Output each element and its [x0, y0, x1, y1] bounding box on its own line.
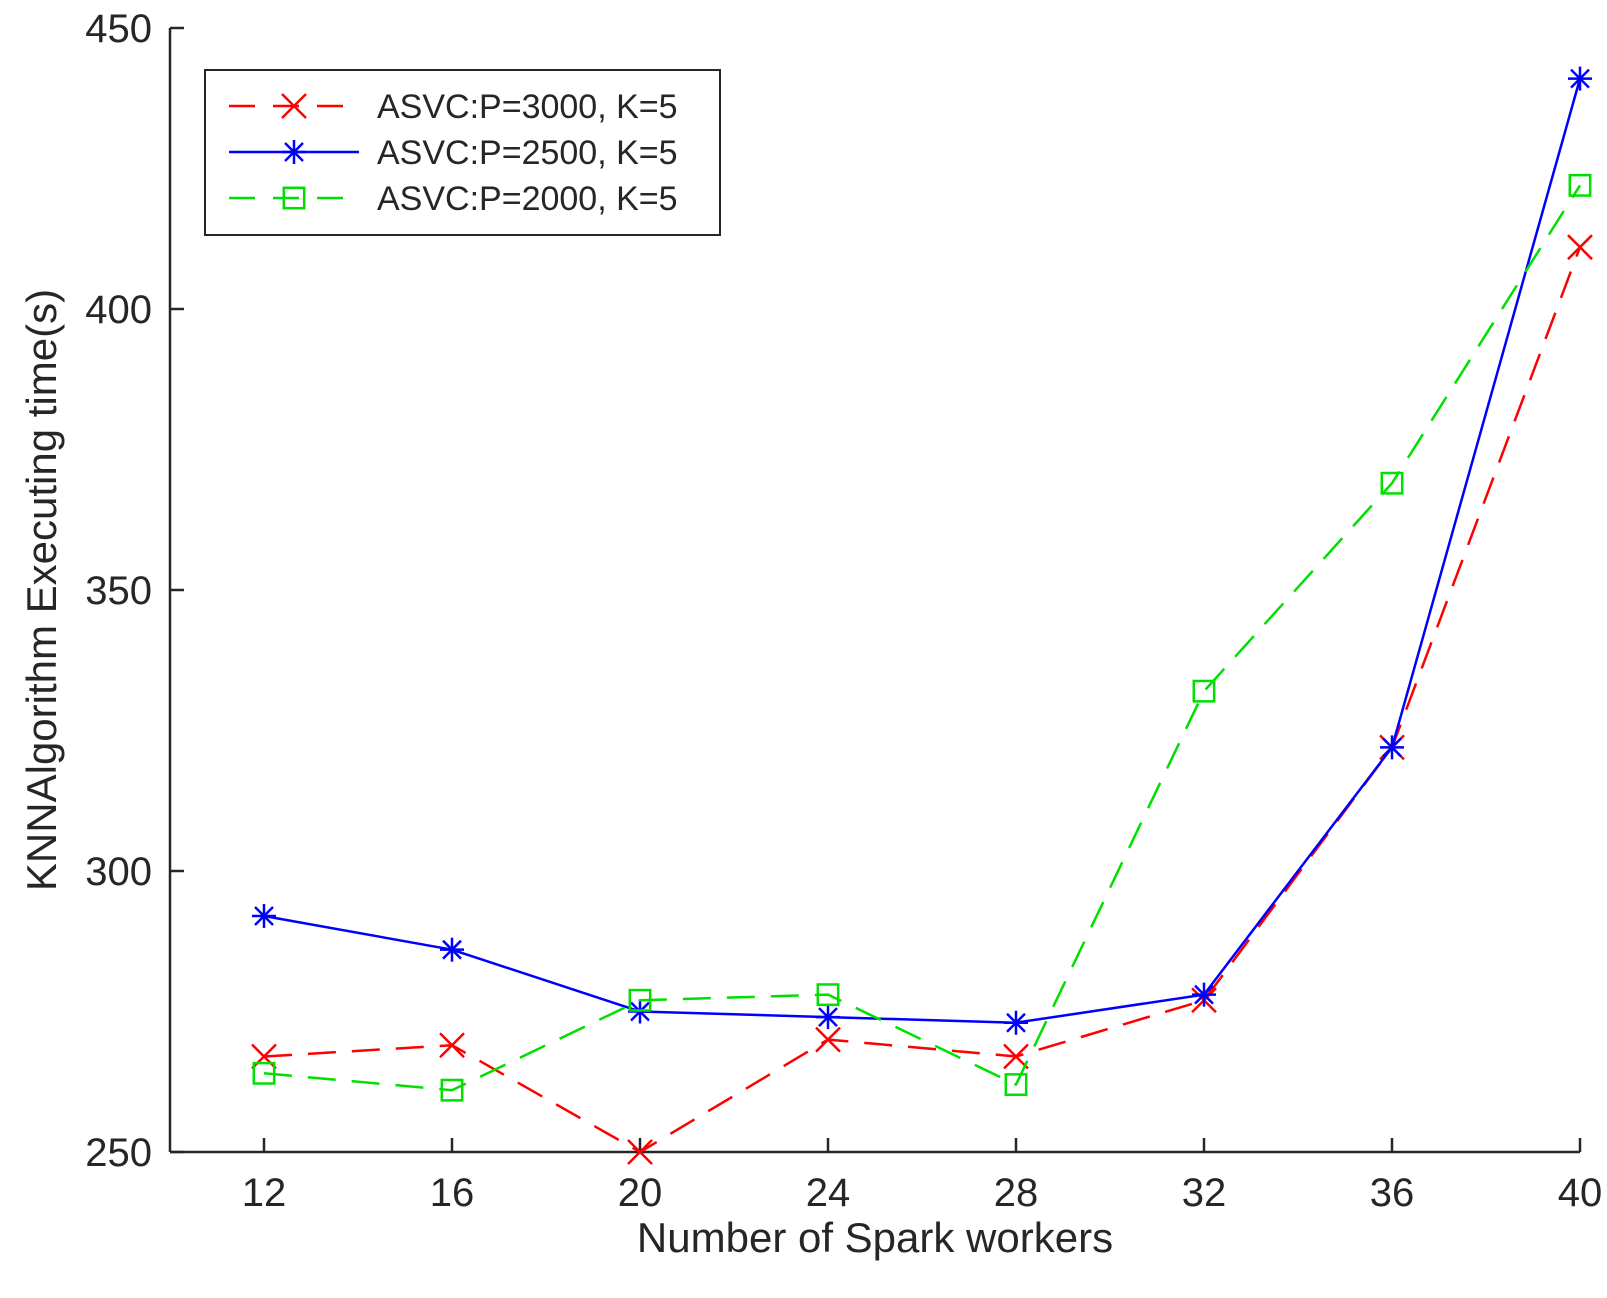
- data-point: [1568, 173, 1592, 197]
- x-tick-label: 24: [806, 1171, 851, 1215]
- marker-stroke: [627, 1139, 653, 1165]
- marker-stroke: [1568, 173, 1592, 197]
- y-axis-title: KNNAlgorithm Executing time(s): [18, 289, 65, 891]
- marker-stroke: [818, 1007, 838, 1028]
- x-tick-label: 32: [1182, 1171, 1227, 1215]
- marker-stroke: [254, 906, 274, 926]
- series-line: [263, 78, 1582, 1024]
- marker-stroke: [816, 983, 840, 1007]
- marker-stroke: [282, 186, 306, 210]
- data-point: [816, 1005, 840, 1030]
- series-3: [252, 173, 1592, 1102]
- x-tick-label: 40: [1558, 1171, 1603, 1215]
- legend-item: ASVC:P=2500, K=5: [229, 134, 678, 172]
- data-point: [1004, 1010, 1028, 1035]
- series-line: [263, 246, 1582, 1154]
- marker-stroke: [442, 939, 462, 960]
- data-point: [1567, 234, 1593, 261]
- legend-label: ASVC:P=2500, K=5: [377, 134, 678, 172]
- marker-stroke: [628, 988, 652, 1012]
- x-tick-label: 28: [994, 1171, 1039, 1215]
- marker-stroke: [1006, 1012, 1026, 1033]
- data-point: [1568, 66, 1592, 91]
- y-tick-label: 450: [85, 7, 152, 51]
- data-point: [440, 1078, 464, 1102]
- data-point: [1380, 735, 1404, 760]
- data-point: [1192, 679, 1216, 703]
- x-axis-title: Number of Spark workers: [637, 1214, 1113, 1261]
- marker-stroke: [281, 93, 307, 119]
- legend-marker: [282, 186, 306, 210]
- data-point: [627, 1139, 653, 1165]
- data-point: [251, 1043, 277, 1070]
- data-point: [439, 1032, 465, 1059]
- x-tick-label: 12: [242, 1171, 287, 1215]
- legend-item: ASVC:P=2000, K=5: [229, 180, 678, 218]
- y-tick-label: 350: [85, 569, 152, 613]
- y-tick-label: 300: [85, 850, 152, 894]
- marker-stroke: [1192, 679, 1216, 703]
- data-point: [815, 1026, 841, 1053]
- legend: ASVC:P=3000, K=5 ASVC:P=2500, K=5 ASVC:P=2…: [204, 69, 721, 236]
- legend-label: ASVC:P=2000, K=5: [377, 180, 678, 218]
- series-1: [251, 234, 1593, 1165]
- legend-item: ASVC:P=3000, K=5: [229, 88, 678, 126]
- legend-marker: [282, 140, 306, 164]
- data-point: [1192, 982, 1216, 1007]
- legend-label: ASVC:P=3000, K=5: [377, 88, 678, 126]
- marker-stroke: [252, 1061, 276, 1085]
- marker-stroke: [1003, 1043, 1029, 1070]
- series-line: [263, 184, 1582, 1092]
- series-layer: [251, 66, 1593, 1165]
- data-point: [1004, 1073, 1028, 1097]
- data-point: [252, 1061, 276, 1085]
- marker-stroke: [1380, 471, 1404, 495]
- marker-stroke: [1570, 68, 1590, 89]
- y-tick-label: 400: [85, 288, 152, 332]
- marker-stroke: [1004, 1073, 1028, 1097]
- data-point: [816, 983, 840, 1007]
- marker-stroke: [1194, 984, 1214, 1005]
- x-tick-label: 20: [618, 1171, 663, 1215]
- marker-stroke: [1567, 234, 1593, 261]
- marker-stroke: [284, 142, 304, 162]
- legend-marker: [281, 93, 307, 119]
- data-point: [628, 988, 652, 1012]
- marker-stroke: [251, 1043, 277, 1070]
- x-tick-label: 16: [430, 1171, 475, 1215]
- y-tick-label: 250: [85, 1131, 152, 1175]
- series-2: [252, 66, 1592, 1035]
- marker-stroke: [439, 1032, 465, 1059]
- data-point: [252, 903, 276, 928]
- data-point: [440, 937, 464, 962]
- marker-stroke: [1382, 737, 1402, 758]
- data-point: [1380, 471, 1404, 495]
- marker-stroke: [815, 1026, 841, 1053]
- marker-stroke: [440, 1078, 464, 1102]
- x-tick-label: 36: [1370, 1171, 1415, 1215]
- data-point: [1003, 1043, 1029, 1070]
- axes: 12 16 20 24 28 32 36 40 250 300 350 400 450: [85, 7, 1602, 1215]
